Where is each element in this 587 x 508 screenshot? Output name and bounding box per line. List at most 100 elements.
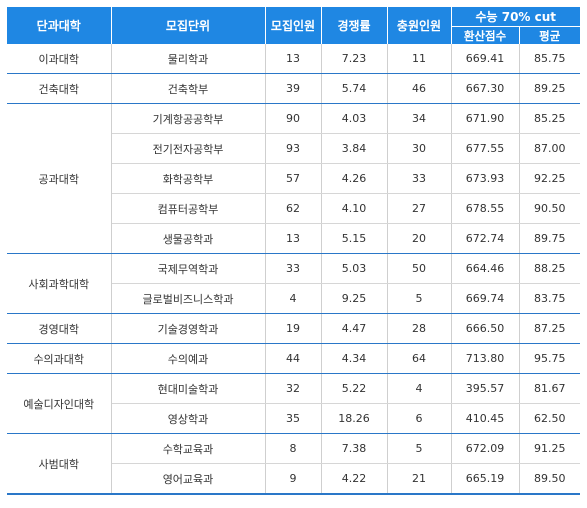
average-cell: 91.25 [519,433,580,464]
college-cell: 수의과대학 [7,343,112,374]
converted-score-cell: 669.41 [451,44,520,74]
average-cell: 83.75 [519,283,580,314]
filled-cell: 20 [387,223,452,254]
competition-cell: 7.23 [321,44,388,74]
converted-score-cell: 673.93 [451,163,520,194]
college-cell: 예술디자인대학 [7,373,112,434]
filled-cell: 64 [387,343,452,374]
filled-cell: 46 [387,73,452,104]
filled-cell: 5 [387,433,452,464]
competition-cell: 18.26 [321,403,388,434]
department-cell: 물리학과 [111,44,266,74]
table-row: 예술디자인대학 현대미술학과 32 5.22 4 395.57 81.67 [7,373,580,434]
average-cell: 89.25 [519,73,580,104]
converted-score-cell: 667.30 [451,73,520,104]
department-cell: 기술경영학과 [111,313,266,344]
filled-cell: 34 [387,103,452,134]
quota-cell: 8 [265,433,322,464]
quota-cell: 62 [265,193,322,224]
table-row: 영상학과 35 18.26 6 410.45 62.50 [7,403,580,434]
table-row: 수의과대학 수의예과 44 4.34 64 713.80 95.75 [7,343,580,374]
average-cell: 90.50 [519,193,580,224]
department-cell: 국제무역학과 [111,253,266,284]
table-row: 사범대학 수학교육과 8 7.38 5 672.09 91.25 [7,433,580,495]
converted-score-cell: 666.50 [451,313,520,344]
converted-score-cell: 395.57 [451,373,520,404]
average-cell: 92.25 [519,163,580,194]
average-cell: 87.25 [519,313,580,344]
quota-cell: 93 [265,133,322,164]
converted-score-cell: 669.74 [451,283,520,314]
converted-score-cell: 672.09 [451,433,520,464]
competition-cell: 4.26 [321,163,388,194]
header-quota: 모집인원 [265,7,322,44]
department-cell: 기계항공공학부 [111,103,266,134]
department-cell: 영어교육과 [111,463,266,495]
filled-cell: 27 [387,193,452,224]
quota-cell: 32 [265,373,322,404]
table-row: 화학공학부 57 4.26 33 673.93 92.25 [7,163,580,194]
competition-cell: 4.03 [321,103,388,134]
college-cell: 건축대학 [7,73,112,104]
college-cell: 사회과학대학 [7,253,112,314]
filled-cell: 30 [387,133,452,164]
competition-cell: 5.15 [321,223,388,254]
filled-cell: 21 [387,463,452,495]
header-competition: 경쟁률 [321,7,388,44]
quota-cell: 57 [265,163,322,194]
converted-score-cell: 410.45 [451,403,520,434]
college-cell: 경영대학 [7,313,112,344]
department-cell: 현대미술학과 [111,373,266,404]
average-cell: 89.50 [519,463,580,495]
converted-score-cell: 672.74 [451,223,520,254]
quota-cell: 39 [265,73,322,104]
competition-cell: 9.25 [321,283,388,314]
quota-cell: 9 [265,463,322,495]
table-row: 생물공학과 13 5.15 20 672.74 89.75 [7,223,580,254]
average-cell: 88.25 [519,253,580,284]
average-cell: 81.67 [519,373,580,404]
average-cell: 95.75 [519,343,580,374]
table-row: 사회과학대학 국제무역학과 33 5.03 50 664.46 88.25 [7,253,580,314]
header-college: 단과대학 [7,7,112,44]
average-cell: 62.50 [519,403,580,434]
converted-score-cell: 677.55 [451,133,520,164]
competition-cell: 7.38 [321,433,388,464]
average-cell: 85.75 [519,44,580,74]
competition-cell: 5.03 [321,253,388,284]
filled-cell: 28 [387,313,452,344]
converted-score-cell: 671.90 [451,103,520,134]
table-row: 글로벌비즈니스학과 4 9.25 5 669.74 83.75 [7,283,580,314]
competition-cell: 5.22 [321,373,388,404]
table-row: 이과대학 물리학과 13 7.23 11 669.41 85.75 [7,44,580,74]
average-cell: 89.75 [519,223,580,254]
college-cell: 사범대학 [7,433,112,495]
filled-cell: 50 [387,253,452,284]
quota-cell: 19 [265,313,322,344]
competition-cell: 4.47 [321,313,388,344]
table-row: 전기전자공학부 93 3.84 30 677.55 87.00 [7,133,580,164]
filled-cell: 6 [387,403,452,434]
college-cell: 공과대학 [7,103,112,254]
table-row: 영어교육과 9 4.22 21 665.19 89.50 [7,463,580,495]
filled-cell: 4 [387,373,452,404]
department-cell: 화학공학부 [111,163,266,194]
quota-cell: 4 [265,283,322,314]
quota-cell: 35 [265,403,322,434]
header-filled: 충원인원 [387,7,452,44]
competition-cell: 4.34 [321,343,388,374]
converted-score-cell: 713.80 [451,343,520,374]
quota-cell: 13 [265,44,322,74]
department-cell: 전기전자공학부 [111,133,266,164]
department-cell: 글로벌비즈니스학과 [111,283,266,314]
table-row: 공과대학 기계항공공학부 90 4.03 34 671.90 85.25 [7,103,580,254]
quota-cell: 90 [265,103,322,134]
competition-cell: 3.84 [321,133,388,164]
filled-cell: 5 [387,283,452,314]
department-cell: 생물공학과 [111,223,266,254]
quota-cell: 13 [265,223,322,254]
competition-cell: 4.22 [321,463,388,495]
competition-cell: 5.74 [321,73,388,104]
header-average: 평균 [519,26,580,44]
header-converted-score: 환산점수 [451,26,520,44]
